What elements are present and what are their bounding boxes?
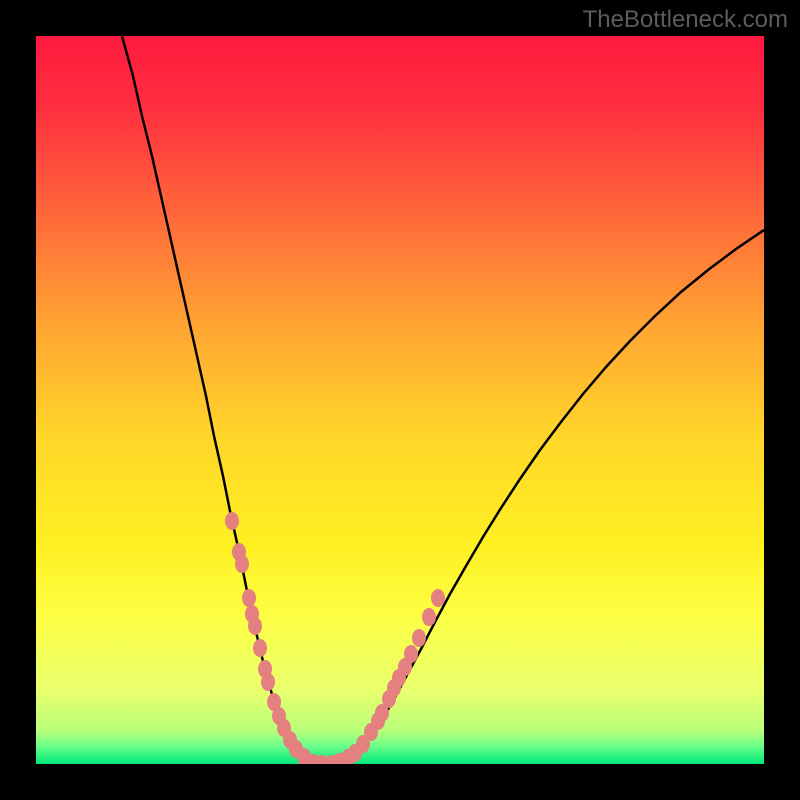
chart-svg [36,36,764,764]
data-marker [412,629,426,647]
watermark-text: TheBottleneck.com [583,6,788,34]
data-marker [422,608,436,626]
data-marker [261,673,275,691]
data-marker [225,512,239,530]
bottleneck-chart [36,36,764,764]
data-marker [431,589,445,607]
data-marker [242,589,256,607]
chart-background [36,36,764,764]
data-marker [248,617,262,635]
data-marker [404,645,418,663]
data-marker [235,555,249,573]
data-marker [253,639,267,657]
